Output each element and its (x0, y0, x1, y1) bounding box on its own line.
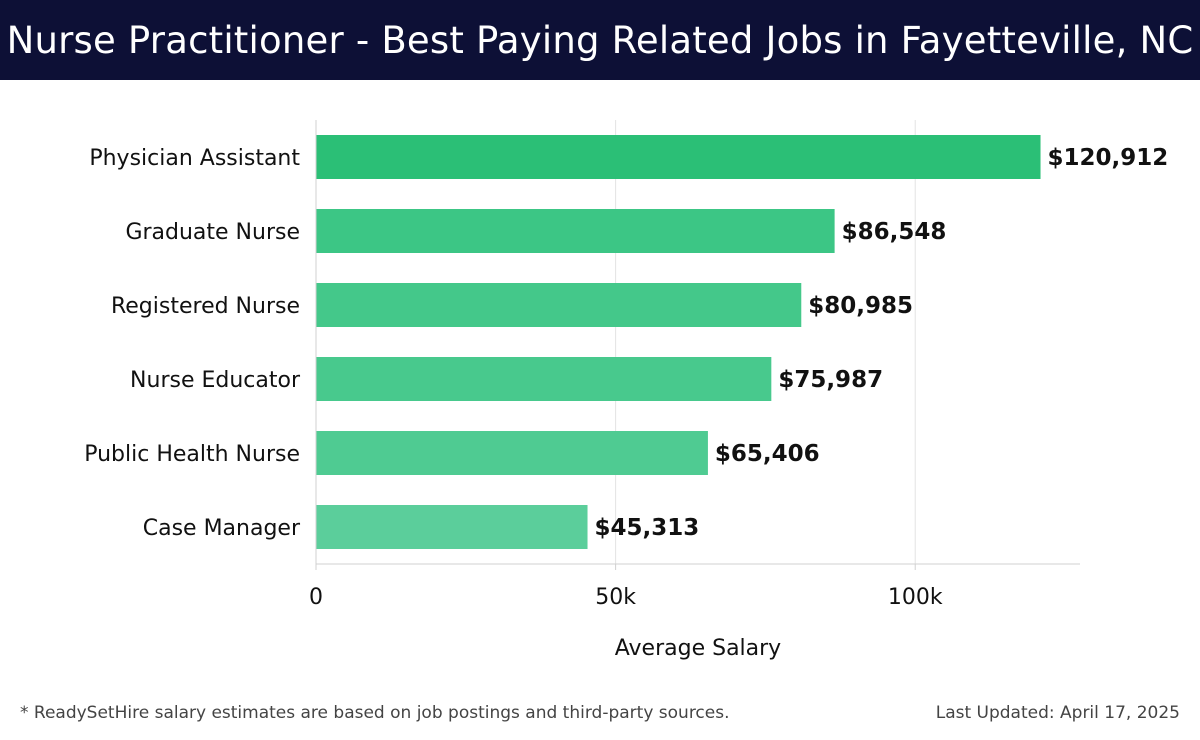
value-label-5: $45,313 (595, 515, 700, 541)
last-updated: Last Updated: April 17, 2025 (935, 703, 1180, 723)
bar-2 (316, 283, 802, 327)
category-label-4: Public Health Nurse (84, 442, 300, 467)
x-tick-label-0: 0 (309, 585, 323, 610)
source-footnote: * ReadySetHire salary estimates are base… (20, 703, 730, 723)
x-tick-label-2: 100k (888, 585, 943, 610)
x-tick-label-1: 50k (595, 585, 636, 610)
bar-3 (316, 357, 772, 401)
category-label-0: Physician Assistant (89, 146, 300, 171)
category-label-1: Graduate Nurse (125, 220, 300, 245)
value-label-3: $75,987 (778, 367, 883, 393)
bar-4 (316, 431, 708, 475)
category-label-5: Case Manager (143, 516, 301, 541)
value-label-0: $120,912 (1048, 145, 1169, 171)
x-axis-title: Average Salary (615, 636, 781, 661)
value-label-1: $86,548 (842, 219, 947, 245)
bar-5 (316, 505, 588, 549)
bar-chart: $120,912 $86,548 $80,985 $75,987 $65,406 $45,… (84, 120, 1168, 661)
gridlines (615, 120, 916, 564)
category-label-2: Registered Nurse (111, 294, 300, 319)
category-label-3: Nurse Educator (130, 368, 301, 393)
value-label-2: $80,985 (808, 293, 913, 319)
bar-1 (316, 209, 835, 253)
bars: $120,912 $86,548 $80,985 $75,987 $65,406 $45,… (316, 135, 1168, 549)
chart-title: Nurse Practitioner - Best Paying Related… (6, 18, 1194, 62)
bar-0 (316, 135, 1041, 179)
axes: Physician Assistant Graduate Nurse Registe… (84, 120, 1080, 661)
title-banner: Nurse Practitioner - Best Paying Related… (0, 0, 1200, 80)
value-label-4: $65,406 (715, 441, 820, 467)
